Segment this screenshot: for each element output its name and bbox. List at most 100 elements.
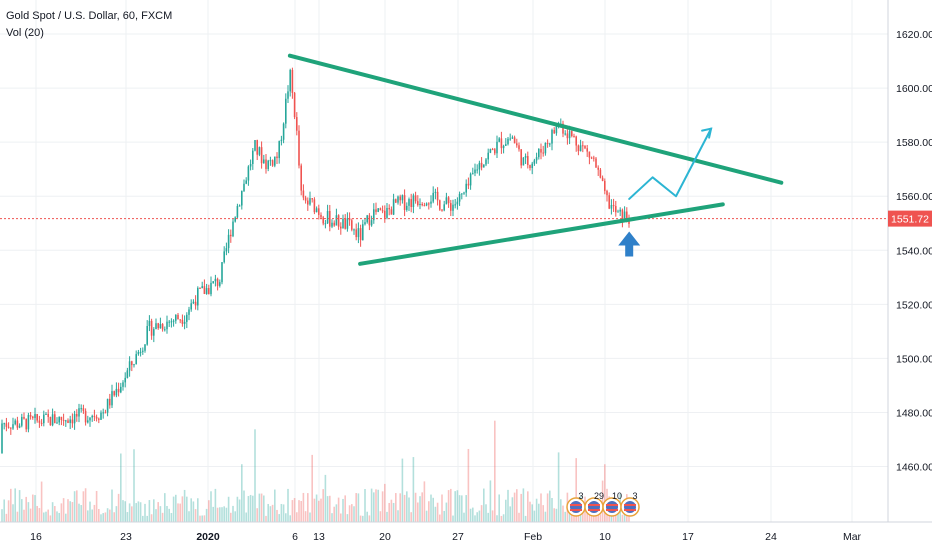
volume-bar (170, 513, 173, 522)
volume-bar (238, 499, 241, 522)
volume-bar (159, 506, 162, 522)
volume-bar (549, 490, 551, 522)
volume-bar (478, 510, 481, 522)
volume-bar (342, 498, 344, 522)
volume-bar (161, 512, 164, 522)
y-tick-label: 1560.00 (896, 191, 932, 203)
candle-body (164, 329, 166, 331)
volume-bar (582, 511, 584, 522)
volume-bar (247, 496, 250, 522)
candle-body (395, 199, 397, 203)
volume-bar (575, 458, 577, 522)
candle-body (390, 209, 393, 215)
lower-trendline[interactable] (358, 202, 725, 266)
volume-bar (153, 499, 155, 522)
candle-body (487, 152, 489, 160)
candle-body (412, 195, 415, 207)
volume-bar (126, 512, 129, 522)
volume-bar (326, 496, 329, 522)
volume-bar (337, 497, 340, 522)
candle-body (65, 420, 67, 422)
volume-bar (203, 515, 206, 522)
volume-bar (560, 499, 562, 522)
volume-bar (289, 515, 291, 522)
event-badge[interactable]: 29 (584, 491, 604, 517)
volume-bar (529, 501, 531, 522)
volume-bar (287, 488, 289, 522)
volume-bar (274, 489, 276, 522)
volume-bar (340, 513, 342, 522)
candle-body (186, 314, 188, 322)
candle-body (120, 386, 122, 393)
event-badge[interactable]: 3 (620, 491, 640, 517)
volume-bar (87, 510, 89, 522)
x-tick-label: 16 (30, 531, 42, 543)
volume-bar (14, 488, 16, 522)
volume-bar (91, 509, 93, 522)
volume-bar (219, 507, 221, 522)
volume-bar (146, 515, 148, 522)
volume-bar (5, 513, 8, 522)
candle-body (551, 129, 553, 144)
candle-body (230, 234, 232, 237)
candle-body (293, 92, 296, 118)
volume-bar (137, 501, 140, 522)
candle-body (419, 203, 421, 206)
volume-bar (214, 488, 217, 522)
volume-bar (18, 490, 21, 522)
candle-body (494, 149, 496, 154)
volume-bar (373, 492, 375, 522)
volume-bar (469, 508, 472, 522)
candle-body (430, 201, 432, 204)
volume-bar (142, 515, 144, 522)
volume-bar (258, 493, 261, 522)
candle-body (267, 160, 269, 170)
volume-bar (500, 515, 503, 522)
volume-bar (155, 509, 157, 522)
volume-bar (386, 511, 388, 522)
candle-body (608, 195, 610, 209)
volume-bar (487, 512, 489, 522)
candle-body (335, 215, 338, 226)
candle-body (89, 417, 91, 421)
candle-body (342, 218, 344, 229)
event-badge[interactable]: 10 (602, 491, 622, 517)
volume-bar (78, 503, 80, 522)
candle-body (29, 415, 32, 417)
volume-bar (60, 503, 63, 522)
volume-bar (122, 500, 124, 522)
volume-bar (335, 504, 338, 522)
x-tick-label: 10 (599, 531, 611, 543)
candle-body (117, 388, 120, 393)
candle-body (150, 320, 153, 336)
candle-body (80, 408, 82, 410)
candle-body (214, 278, 217, 282)
candle-body (414, 195, 417, 202)
volume-bar (95, 490, 98, 522)
volume-bar (390, 499, 393, 522)
candle-body (597, 167, 599, 170)
volume-bar (450, 488, 452, 522)
volume-bar (403, 494, 406, 522)
volume-bar (461, 495, 463, 522)
candle-body (82, 408, 85, 411)
candle-body (183, 321, 186, 324)
volume-bar (197, 498, 199, 522)
volume-bar (423, 481, 426, 522)
volume-bar (106, 508, 109, 522)
candle-body (520, 149, 522, 166)
upper-trendline[interactable] (287, 53, 784, 185)
volume-bar (458, 495, 461, 522)
x-tick-label: 13 (313, 531, 325, 543)
projection-path[interactable] (628, 127, 713, 200)
volume-bar (67, 499, 69, 522)
last-price-tag: 1551.72 (888, 210, 932, 227)
volume-bar (573, 511, 575, 522)
volume-bar (417, 502, 419, 522)
candle-body (14, 420, 16, 425)
candle-body (599, 169, 602, 178)
candle-body (485, 159, 487, 165)
candle-body (628, 219, 630, 224)
volume-bar (445, 502, 448, 522)
